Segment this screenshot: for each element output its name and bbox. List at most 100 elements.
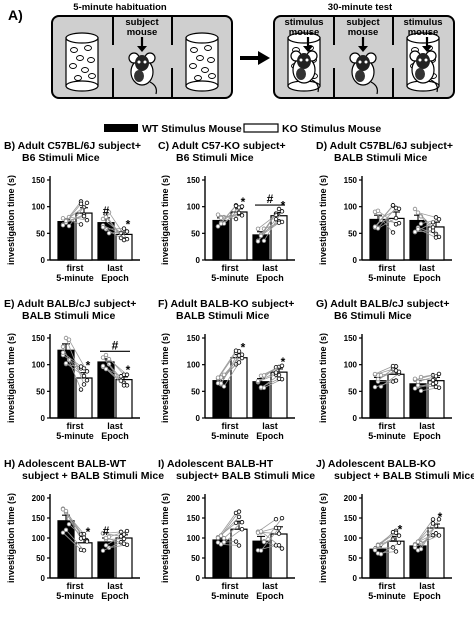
panel-subtitle: subject + BALB Stimuli Mice xyxy=(22,470,164,482)
x-sub-label: 5-minute xyxy=(211,273,249,283)
data-point xyxy=(239,520,245,525)
transition-arrow xyxy=(240,51,270,65)
bar-wt xyxy=(252,540,270,579)
panel-title: F) Adult BALB-KO subject+ xyxy=(158,298,294,310)
data-point xyxy=(221,384,227,389)
data-point xyxy=(273,370,279,375)
data-point xyxy=(273,216,279,222)
connect-line xyxy=(102,226,122,239)
data-point xyxy=(390,363,396,369)
data-point xyxy=(393,378,399,383)
connect-line xyxy=(377,532,397,546)
y-tick-label: 200 xyxy=(187,494,201,503)
data-point xyxy=(276,220,282,225)
data-point xyxy=(236,543,242,548)
data-point xyxy=(436,216,442,222)
data-point xyxy=(103,535,109,541)
y-tick-label: 50 xyxy=(191,387,200,396)
data-point xyxy=(436,533,442,538)
data-point xyxy=(84,217,90,223)
data-point xyxy=(430,521,436,526)
x-sub-label: Epoch xyxy=(256,273,284,283)
data-point xyxy=(66,337,72,342)
chart-panel-5: F) Adult BALB-KO subject+BALB Stimuli Mi… xyxy=(158,298,295,441)
data-point xyxy=(100,548,106,553)
data-point xyxy=(412,542,418,548)
x-tick-label: last xyxy=(419,581,435,591)
connect-line xyxy=(68,202,88,227)
data-point xyxy=(100,225,106,230)
data-point xyxy=(418,221,424,226)
connect-line xyxy=(377,370,397,380)
significance-marker: * xyxy=(241,195,246,209)
data-point xyxy=(412,229,418,235)
data-point xyxy=(279,363,285,368)
data-point xyxy=(236,360,242,365)
data-point xyxy=(276,543,282,548)
chart-panel-4: E) Adult BALB/cJ subject+BALB Stimuli Mi… xyxy=(4,298,140,441)
data-point xyxy=(393,215,399,221)
connect-line xyxy=(65,510,85,538)
bar-wt xyxy=(212,219,230,261)
panel-subtitle: subject+ BALB Stimuli Mice xyxy=(176,470,315,482)
y-tick-label: 150 xyxy=(344,514,358,523)
y-tick-label: 0 xyxy=(353,256,358,265)
x-sub-label: 5-minute xyxy=(211,591,249,601)
y-tick-label: 100 xyxy=(344,203,358,212)
data-point xyxy=(78,222,84,227)
significance-marker: # xyxy=(103,524,110,538)
y-tick-label: 0 xyxy=(196,574,201,583)
bar-ko xyxy=(75,212,93,261)
data-point xyxy=(121,383,127,388)
connect-line xyxy=(108,358,128,376)
data-point xyxy=(433,531,439,536)
data-point xyxy=(81,373,87,379)
data-point xyxy=(218,533,224,538)
data-point xyxy=(418,546,424,552)
x-sub-label: Epoch xyxy=(413,431,441,441)
y-tick-label: 150 xyxy=(344,176,358,185)
data-point xyxy=(390,230,396,235)
data-point xyxy=(63,361,69,366)
data-point xyxy=(375,376,381,382)
y-axis-label: investigation time (s) xyxy=(318,175,328,265)
panels: B) Adult C57BL/6J subject+B6 Stimuli Mic… xyxy=(4,140,474,601)
data-point xyxy=(121,541,127,546)
x-sub-label: 5-minute xyxy=(368,431,406,441)
data-point xyxy=(233,216,239,222)
significance-marker: * xyxy=(86,359,91,373)
connect-line xyxy=(263,517,283,543)
significance-marker: * xyxy=(398,522,403,536)
connect-line xyxy=(105,537,125,545)
data-point xyxy=(393,368,399,373)
y-axis-label: investigation time (s) xyxy=(6,333,16,423)
data-point xyxy=(255,239,261,244)
connect-line xyxy=(414,378,434,381)
connect-line xyxy=(102,531,122,534)
data-point xyxy=(261,539,267,545)
data-point xyxy=(393,530,399,535)
panel-title: H) Adolescent BALB-WT xyxy=(4,458,127,470)
connect-line xyxy=(220,511,240,536)
data-point xyxy=(103,214,109,220)
data-point xyxy=(393,222,399,227)
significance-marker: * xyxy=(126,363,131,377)
data-point xyxy=(66,522,72,527)
significance-marker: * xyxy=(438,510,443,524)
stimulus-arrow-left-icon xyxy=(303,37,313,52)
x-sub-label: 5-minute xyxy=(211,431,249,441)
data-point xyxy=(258,233,264,239)
x-tick-label: last xyxy=(262,421,278,431)
bar-wt xyxy=(57,349,75,419)
connect-line xyxy=(260,222,280,237)
connect-line xyxy=(374,204,394,227)
x-tick-label: last xyxy=(262,581,278,591)
connect-line xyxy=(108,530,128,538)
connect-line xyxy=(417,532,437,543)
data-point xyxy=(239,204,245,209)
data-point xyxy=(276,531,282,536)
data-point xyxy=(124,528,130,534)
